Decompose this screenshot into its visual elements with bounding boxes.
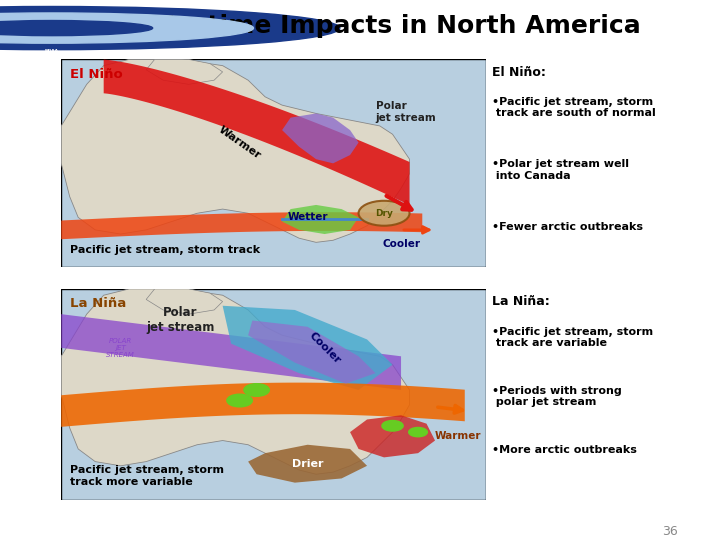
Text: POLAR
JET
STREAM: POLAR JET STREAM [107,338,135,358]
Text: Cooler: Cooler [307,330,342,366]
Text: El Niño: El Niño [70,68,122,80]
Ellipse shape [359,201,410,226]
Text: NOAA: NOAA [45,49,59,53]
Polygon shape [61,212,422,239]
Text: Pacific jet stream, storm
track more variable: Pacific jet stream, storm track more var… [70,465,224,487]
Polygon shape [61,59,410,242]
Circle shape [382,421,403,431]
Text: Drier: Drier [292,458,323,469]
Text: Warmer: Warmer [217,124,263,161]
Text: Polar
jet stream: Polar jet stream [376,101,436,123]
Circle shape [244,383,269,396]
Polygon shape [61,383,465,427]
Circle shape [409,428,428,437]
Polygon shape [104,59,410,205]
Text: La Niña: La Niña [70,298,126,310]
Text: Wintertime Impacts in North America: Wintertime Impacts in North America [112,14,640,38]
Text: •Pacific jet stream, storm
 track are variable: •Pacific jet stream, storm track are var… [492,327,653,348]
Polygon shape [61,314,401,390]
Polygon shape [282,205,359,234]
Polygon shape [146,289,222,314]
Text: La Niña:: La Niña: [492,295,549,308]
Polygon shape [248,320,376,383]
Polygon shape [350,415,435,457]
Text: Cooler: Cooler [382,239,420,248]
Circle shape [227,394,252,407]
Polygon shape [248,445,367,483]
Text: Polar
jet stream: Polar jet stream [146,306,215,334]
Circle shape [0,21,153,36]
Polygon shape [222,306,392,390]
Text: Warmer: Warmer [435,431,482,441]
Text: •Periods with strong
 polar jet stream: •Periods with strong polar jet stream [492,386,621,407]
Text: •More arctic outbreaks: •More arctic outbreaks [492,445,636,455]
Polygon shape [146,59,222,84]
Text: El Niño:: El Niño: [492,66,546,79]
Text: Pacific jet stream, storm track: Pacific jet stream, storm track [70,245,260,255]
Text: Wetter: Wetter [287,212,328,222]
Text: •Pacific jet stream, storm
 track are south of normal: •Pacific jet stream, storm track are sou… [492,97,655,118]
Text: •Polar jet stream well
 into Canada: •Polar jet stream well into Canada [492,159,629,181]
Text: •Fewer arctic outbreaks: •Fewer arctic outbreaks [492,221,643,232]
Circle shape [0,13,253,43]
Polygon shape [61,289,410,474]
Circle shape [0,6,340,50]
Text: 36: 36 [662,524,678,538]
Text: Dry: Dry [375,209,393,218]
Polygon shape [282,113,359,163]
